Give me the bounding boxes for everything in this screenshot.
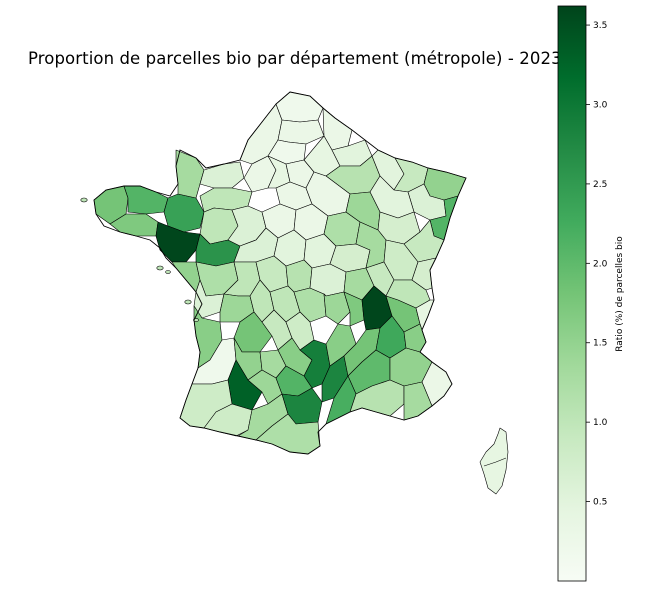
island bbox=[165, 270, 171, 274]
colorbar-tick-label: 0.5 bbox=[593, 498, 607, 508]
colorbar-tick-label: 3.0 bbox=[593, 100, 608, 110]
colorbar-tick-label: 2.5 bbox=[593, 180, 607, 190]
department-region bbox=[343, 291, 365, 327]
colorbar-label: Ratio (%) de parcelles bio bbox=[615, 236, 625, 352]
island bbox=[80, 197, 88, 203]
island bbox=[156, 265, 164, 271]
colorbar-tick-label: 2.0 bbox=[593, 259, 608, 269]
corse-border bbox=[483, 457, 507, 467]
coastline bbox=[93, 91, 467, 455]
department-corse bbox=[479, 427, 509, 495]
colorbar-tick-label: 3.5 bbox=[593, 21, 607, 31]
colorbar-ticks: 0.5 1.0 1.5 2.0 2.5 3.0 3.5 bbox=[586, 21, 608, 508]
france-outline bbox=[93, 91, 467, 455]
departments-layer bbox=[80, 91, 509, 495]
colorbar-gradient bbox=[557, 5, 587, 582]
map-title: Proportion de parcelles bio par départem… bbox=[28, 49, 562, 68]
colorbar-tick-label: 1.5 bbox=[593, 339, 607, 349]
colorbar-tick-label: 1.0 bbox=[593, 418, 608, 428]
island bbox=[184, 299, 192, 305]
